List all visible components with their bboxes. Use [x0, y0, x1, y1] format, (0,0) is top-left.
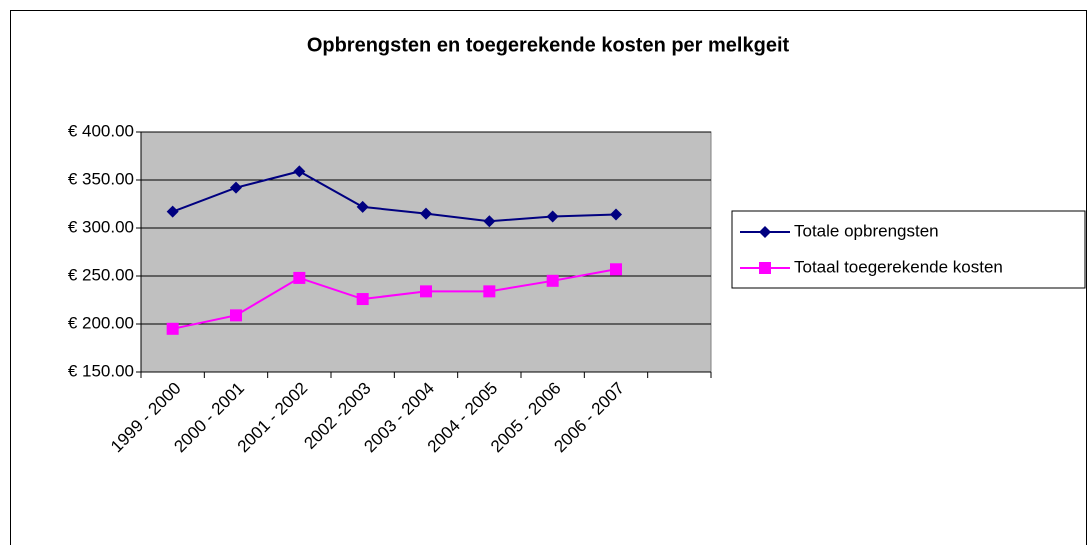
legend-label: Totale opbrengsten — [794, 221, 939, 240]
marker — [356, 200, 369, 213]
y-tick-label: € 350.00 — [68, 169, 134, 188]
plot-area — [140, 131, 712, 373]
y-tick-label: € 200.00 — [68, 313, 134, 332]
marker — [546, 210, 559, 223]
y-tick-label: € 250.00 — [68, 265, 134, 284]
marker — [483, 285, 496, 298]
marker — [166, 322, 179, 335]
marker — [166, 205, 179, 218]
marker — [483, 215, 496, 228]
marker — [420, 285, 432, 298]
legend — [731, 210, 1086, 289]
y-tick-label: € 300.00 — [68, 217, 134, 236]
legend-label: Totaal toegerekende kosten — [794, 257, 1003, 276]
marker — [420, 207, 432, 220]
marker — [759, 226, 771, 238]
marker — [293, 271, 306, 284]
series-line — [172, 268, 617, 330]
chart-title: Opbrengsten en toegerekende kosten per m… — [307, 34, 790, 56]
marker — [610, 208, 622, 221]
marker — [230, 181, 242, 194]
series-line — [172, 170, 617, 223]
marker — [546, 274, 559, 287]
marker — [293, 165, 306, 178]
marker — [356, 293, 369, 306]
y-tick-label: € 400.00 — [68, 121, 134, 140]
marker — [759, 262, 771, 274]
marker — [610, 263, 622, 276]
marker — [230, 309, 242, 322]
y-tick-label: € 150.00 — [68, 361, 134, 380]
